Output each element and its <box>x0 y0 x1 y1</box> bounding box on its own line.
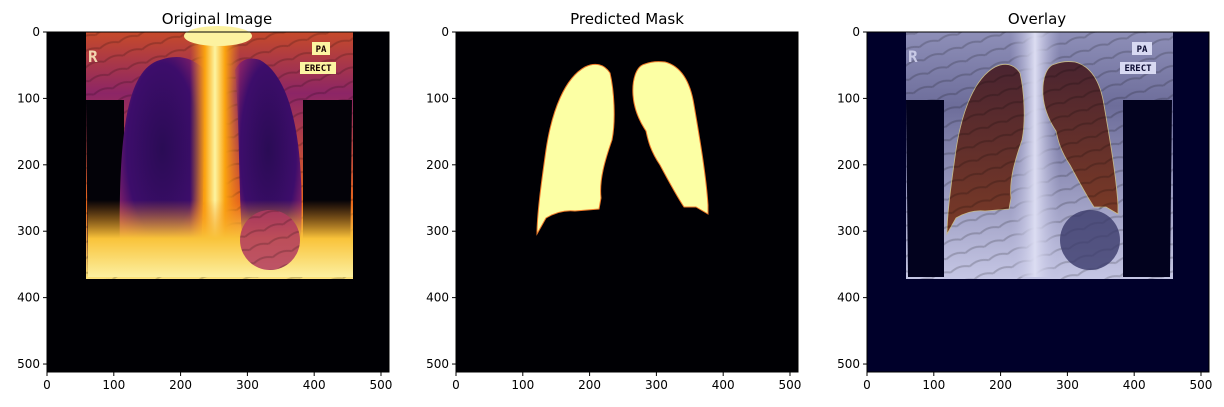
y-tick-label: 0 <box>852 25 860 39</box>
x-tick-label: 100 <box>511 378 534 392</box>
x-tick-label: 100 <box>922 378 945 392</box>
y-tick-label: 300 <box>17 224 40 238</box>
axes-frame <box>455 31 799 373</box>
y-tick-label: 400 <box>426 291 449 305</box>
panel-predicted-mask: Predicted Mask 0 100 200 300 400 500 0 100 200 3… <box>426 10 801 392</box>
x-tick-label: 500 <box>779 378 802 392</box>
axes-frame <box>866 31 1210 373</box>
x-tick-label: 0 <box>863 378 871 392</box>
panel-original-image: Original Image R PA ERECT <box>17 10 392 392</box>
image-annotation-erect: ERECT <box>304 64 332 74</box>
y-ticks: 0 100 200 300 400 500 <box>426 25 456 371</box>
x-tick-label: 200 <box>578 378 601 392</box>
x-tick-label: 0 <box>43 378 51 392</box>
right-lung-mask <box>632 61 709 215</box>
y-ticks: 0 100 200 300 400 500 <box>837 25 867 371</box>
x-tick-label: 400 <box>303 378 326 392</box>
x-ticks: 0 100 200 300 400 500 <box>452 372 801 392</box>
image-annotation-r: R <box>908 47 918 66</box>
x-tick-label: 100 <box>102 378 125 392</box>
x-ticks: 0 100 200 300 400 500 <box>863 372 1212 392</box>
x-tick-label: 200 <box>989 378 1012 392</box>
lung-mask <box>536 61 709 236</box>
x-tick-label: 400 <box>1123 378 1146 392</box>
overlay-xray-image: R PA ERECT <box>906 32 1173 279</box>
y-tick-label: 500 <box>837 357 860 371</box>
x-tick-label: 300 <box>236 378 259 392</box>
y-tick-label: 500 <box>426 357 449 371</box>
y-tick-label: 100 <box>17 91 40 105</box>
x-tick-label: 0 <box>452 378 460 392</box>
y-tick-label: 100 <box>426 91 449 105</box>
y-tick-label: 200 <box>426 158 449 172</box>
y-tick-label: 200 <box>837 158 860 172</box>
x-tick-label: 500 <box>1190 378 1213 392</box>
y-tick-label: 400 <box>837 291 860 305</box>
y-tick-label: 400 <box>17 291 40 305</box>
image-annotation-erect: ERECT <box>1124 64 1152 74</box>
y-tick-label: 0 <box>32 25 40 39</box>
panel-overlay: Overlay R PA ERECT 0 100 200 300 400 500 0 100… <box>837 10 1212 392</box>
x-tick-label: 200 <box>169 378 192 392</box>
y-tick-label: 100 <box>837 91 860 105</box>
x-ticks: 0 100 200 300 400 500 <box>43 372 392 392</box>
y-tick-label: 300 <box>837 224 860 238</box>
left-lung-mask <box>536 63 615 236</box>
x-tick-label: 300 <box>645 378 668 392</box>
xray-image: R PA ERECT <box>86 26 353 279</box>
x-tick-label: 400 <box>712 378 735 392</box>
panel-title: Original Image <box>162 10 272 28</box>
image-annotation-pa: PA <box>1137 45 1148 55</box>
image-annotation-r: R <box>88 47 98 66</box>
y-ticks: 0 100 200 300 400 500 <box>17 25 47 371</box>
panel-title: Overlay <box>1008 10 1066 28</box>
image-annotation-pa: PA <box>316 45 327 55</box>
y-tick-label: 200 <box>17 158 40 172</box>
y-tick-label: 300 <box>426 224 449 238</box>
axes-frame <box>46 31 390 373</box>
y-tick-label: 500 <box>17 357 40 371</box>
image-background <box>456 32 798 372</box>
y-tick-label: 0 <box>441 25 449 39</box>
panel-title: Predicted Mask <box>570 10 684 28</box>
x-tick-label: 500 <box>370 378 393 392</box>
x-tick-label: 300 <box>1056 378 1079 392</box>
